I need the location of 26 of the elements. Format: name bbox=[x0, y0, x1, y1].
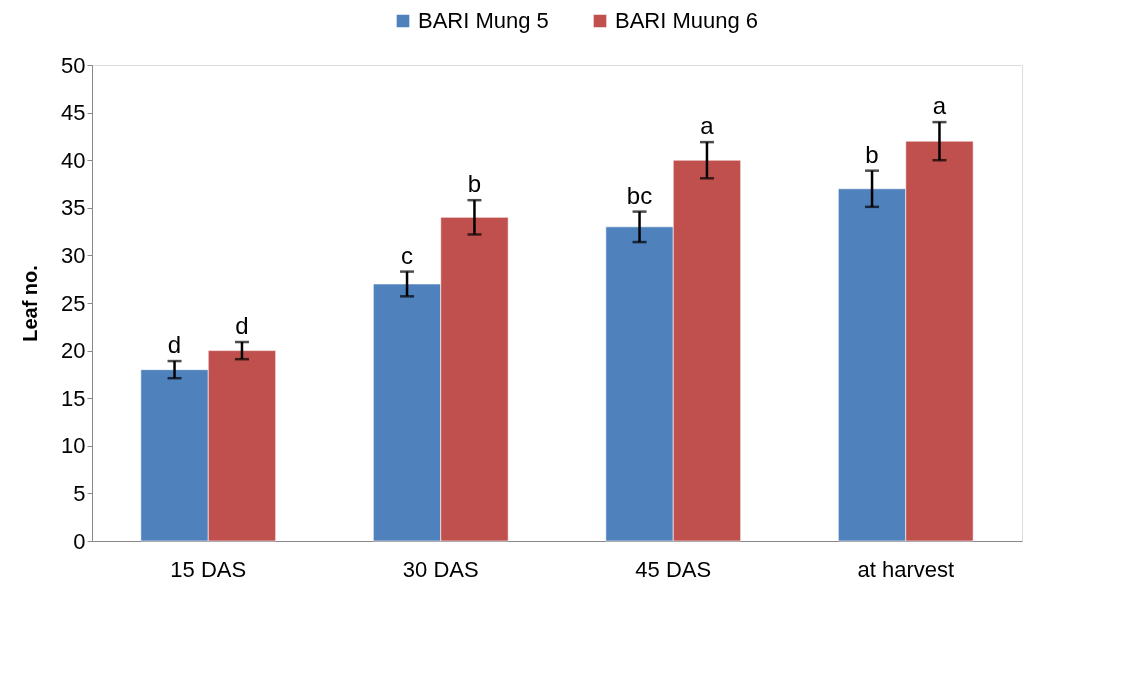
legend-label: BARI Muung 6 bbox=[615, 8, 759, 33]
x-tick-label: at harvest bbox=[857, 556, 955, 582]
data-label: a bbox=[932, 92, 947, 120]
y-tick-label: 20 bbox=[61, 338, 86, 364]
legend-label: BARI Mung 5 bbox=[418, 8, 549, 33]
data-label: d bbox=[235, 312, 249, 340]
data-label: d bbox=[167, 331, 182, 359]
data-label: a bbox=[700, 112, 715, 140]
data-label: b bbox=[467, 170, 482, 198]
y-tick-label: 10 bbox=[61, 433, 86, 459]
y-tick-label: 45 bbox=[61, 100, 86, 126]
y-tick-label: 15 bbox=[61, 385, 86, 411]
y-tick-label: 40 bbox=[61, 147, 86, 173]
x-tick-label: 45 DAS bbox=[635, 556, 712, 582]
data-label: b bbox=[865, 140, 879, 168]
y-axis-title: Leaf no. bbox=[19, 265, 42, 342]
data-label: c bbox=[401, 241, 414, 269]
x-tick-label: 30 DAS bbox=[402, 556, 479, 582]
y-tick-label: 30 bbox=[61, 242, 86, 268]
data-label: bc bbox=[626, 181, 653, 209]
y-tick-label: 35 bbox=[61, 195, 86, 221]
y-tick-label: 25 bbox=[61, 290, 86, 316]
y-tick-label: 5 bbox=[73, 480, 86, 506]
y-tick-label: 50 bbox=[61, 52, 86, 78]
x-tick-label: 15 DAS bbox=[170, 556, 247, 582]
y-tick-label: 0 bbox=[73, 528, 86, 554]
